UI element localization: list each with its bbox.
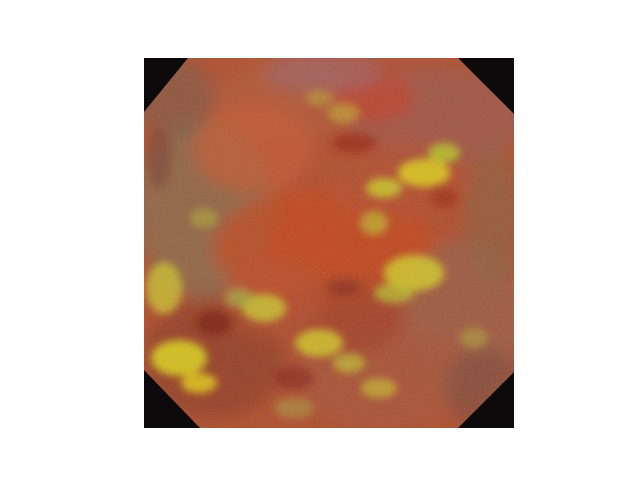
texture-body (144, 58, 514, 428)
texture-image (144, 58, 514, 428)
texture-octagon (144, 58, 514, 428)
